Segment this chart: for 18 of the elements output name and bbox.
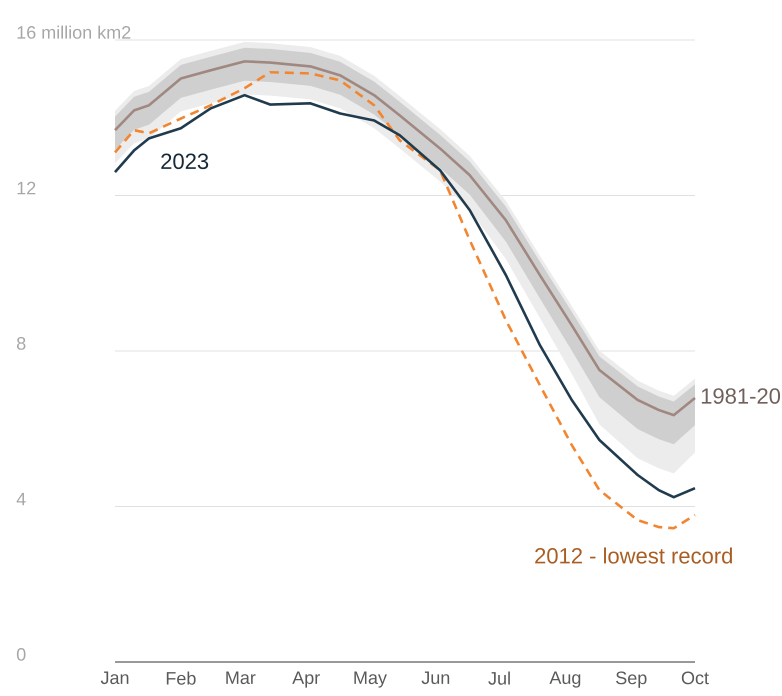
series-label: 2012 - lowest record [535,547,732,564]
x-tick-label: Feb [166,672,196,685]
y-tick-label: 16 million km2 [18,26,130,39]
x-tick-label: May [354,672,387,688]
y-tick-label: 8 [16,337,26,350]
x-tick-label: Aug [549,672,580,688]
series-label: 2023 [161,154,208,170]
x-tick-label: Jun [422,672,450,684]
series-label: 1981-20 [702,388,780,404]
y-tick-label: 0 [16,648,26,661]
x-tick-label: Jul [488,672,510,685]
x-tick-label: Jan [100,672,128,684]
y-tick-label: 4 [16,492,26,506]
x-tick-label: Sep [616,672,647,688]
y-tick-label: 12 [18,182,36,194]
x-tick-label: Oct [682,672,709,684]
x-tick-label: Mar [226,672,256,684]
x-tick-label: Apr [292,672,320,688]
